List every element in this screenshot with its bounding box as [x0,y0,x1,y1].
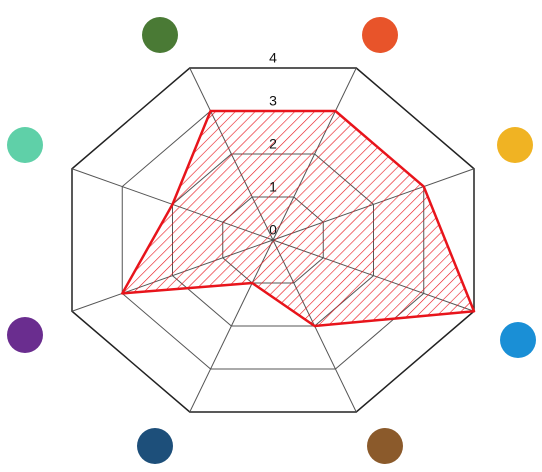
tick-label: 1 [269,179,277,195]
category-icon [367,428,403,464]
icons [7,17,536,464]
category-icon [142,17,178,53]
tick-label: 0 [269,222,277,238]
category-icon [7,317,43,353]
category-icon [500,322,536,358]
data-area [121,109,476,328]
category-icon [7,127,43,163]
category-icon [362,17,398,53]
category-icon [137,428,173,464]
tick-label: 3 [269,93,277,109]
tick-label: 4 [269,50,277,66]
category-icon [497,127,533,163]
tick-label: 2 [269,136,277,152]
